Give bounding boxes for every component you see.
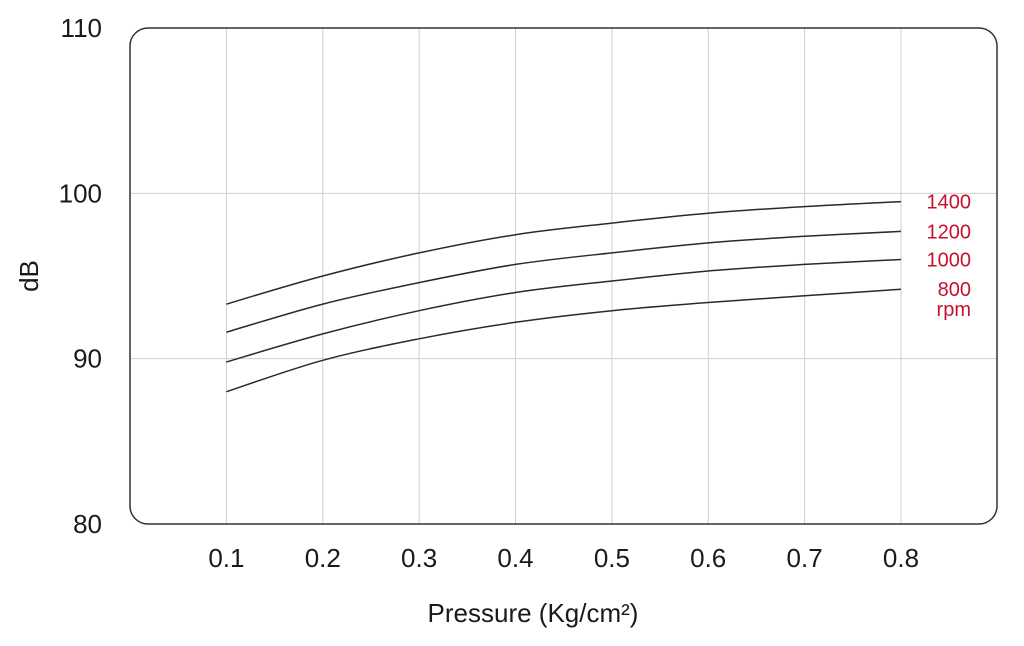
x-tick-label: 0.3 [401, 543, 437, 573]
series-label-1200: 1200 [927, 221, 972, 243]
series-line-1400 [226, 200, 902, 305]
y-tick-label: 90 [73, 344, 102, 374]
x-tick-label: 0.5 [594, 543, 630, 573]
x-tick-label: 0.7 [787, 543, 823, 573]
grid-lines [130, 28, 997, 524]
x-tick-label: 0.4 [497, 543, 533, 573]
series-lines [226, 200, 902, 393]
series-label-1400: 1400 [927, 192, 972, 214]
x-tick-label: 0.1 [208, 543, 244, 573]
x-tick-label: 0.2 [305, 543, 341, 573]
y-tick-label: 110 [61, 13, 102, 43]
y-tick-label: 80 [73, 509, 102, 539]
y-axis-title: dB [14, 260, 44, 292]
plot-area-frame [129, 27, 998, 525]
series-line-1200 [226, 230, 902, 333]
y-tick-label: 100 [59, 178, 102, 208]
series-label-800: 800 [938, 279, 971, 301]
series-line-800 [226, 288, 902, 393]
series-line-1000 [226, 258, 902, 363]
series-unit-label: rpm [937, 299, 971, 321]
y-axis-ticks: 80 90 100 110 [59, 13, 102, 539]
series-label-1000: 1000 [927, 250, 972, 272]
x-tick-label: 0.6 [690, 543, 726, 573]
x-axis-ticks: 0.1 0.2 0.3 0.4 0.5 0.6 0.7 0.8 [208, 543, 919, 573]
x-axis-title: Pressure (Kg/cm²) [428, 598, 639, 628]
x-tick-label: 0.8 [883, 543, 919, 573]
